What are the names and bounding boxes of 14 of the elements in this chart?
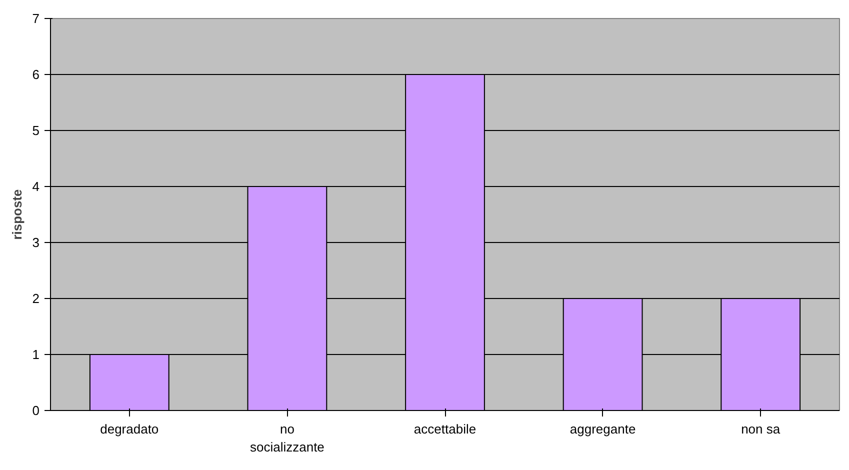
y-tick-label: 5 [32,123,40,138]
y-axis-title: risposte [9,189,24,240]
x-tick-label: non sa [741,422,781,436]
y-tick-label: 6 [32,67,40,82]
y-tick-label: 1 [32,347,40,362]
x-tick-label: no socializzante [250,422,324,454]
x-tick-label: degradato [100,422,159,436]
y-tick-label: 7 [32,11,40,26]
y-tick-label: 4 [32,179,40,194]
y-tick-label: 3 [32,235,40,250]
x-tick-label: aggregante [570,422,636,436]
x-tick-label: accettabile [414,422,476,436]
y-tick-label: 2 [32,291,40,306]
y-tick-label: 0 [32,403,40,418]
